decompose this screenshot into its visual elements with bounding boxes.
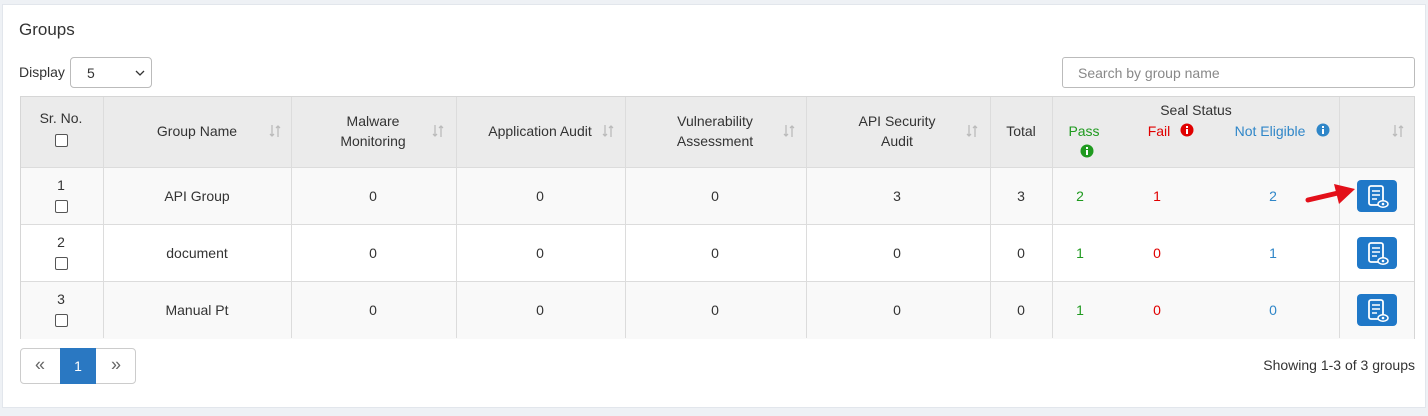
- column-header: Total: [1006, 123, 1036, 139]
- row-bg: [21, 167, 1414, 225]
- cell: API Group: [164, 188, 230, 204]
- prev-label: «: [34, 354, 46, 375]
- search-placeholder: Search by group name: [1078, 65, 1220, 81]
- column-divider: [456, 97, 457, 338]
- sort-icon: [783, 124, 795, 141]
- cell: 1: [1269, 245, 1277, 261]
- search-input[interactable]: Search by group name: [1062, 57, 1415, 88]
- column-divider: [806, 97, 807, 338]
- row-number: 3: [57, 291, 65, 307]
- sort-icon: [269, 124, 281, 141]
- not-eligible-info-icon: [1316, 123, 1330, 140]
- title: Groups: [19, 20, 75, 39]
- row-number: 2: [57, 234, 65, 250]
- cell: 3: [1017, 188, 1025, 204]
- next-button[interactable]: »: [96, 349, 135, 383]
- cell: 0: [536, 188, 544, 204]
- cell: Manual Pt: [165, 302, 229, 318]
- seal-status-title: Seal Status: [1160, 102, 1232, 118]
- sort-icon: [602, 124, 614, 141]
- sort-icon: [432, 124, 444, 141]
- column-header: Sr. No.: [39, 110, 83, 126]
- row-bg: [21, 224, 1414, 282]
- checkbox[interactable]: [55, 257, 68, 270]
- column-divider: [1052, 97, 1053, 338]
- column-header: Group Name: [156, 123, 238, 139]
- fail-label: Fail: [1147, 123, 1171, 139]
- cell: 0: [369, 302, 377, 318]
- cell: 0: [1017, 245, 1025, 261]
- chevron: [135, 70, 145, 76]
- pass-info-icon: [1080, 144, 1094, 161]
- next-label: »: [110, 354, 122, 375]
- cell: 0: [369, 188, 377, 204]
- summary: Showing 1-3 of 3 groups: [1263, 357, 1415, 373]
- cell: 0: [1153, 245, 1161, 261]
- column-divider: [1339, 97, 1340, 338]
- column-header: API Security Audit: [858, 113, 936, 149]
- checkbox[interactable]: [55, 200, 68, 213]
- sort-icon: [1392, 124, 1404, 141]
- cell: document: [166, 245, 228, 261]
- pass-label: Pass: [1068, 123, 1100, 139]
- column-divider: [103, 97, 104, 338]
- cell: 3: [893, 188, 901, 204]
- column-header: Malware Monitoring: [340, 113, 406, 149]
- cell: 0: [1269, 302, 1277, 318]
- cell: 0: [893, 302, 901, 318]
- cell: 1: [1076, 245, 1084, 261]
- page-label: 1: [74, 358, 82, 374]
- cell: 2: [1076, 188, 1084, 204]
- column-header: Application Audit: [488, 123, 592, 139]
- cell: 1: [1076, 302, 1084, 318]
- view-button[interactable]: [1357, 237, 1397, 269]
- cell: 0: [1153, 302, 1161, 318]
- view-button[interactable]: [1357, 180, 1397, 212]
- pagination: « 1 »: [20, 348, 136, 384]
- cell: 0: [1017, 302, 1025, 318]
- fail-info-icon: [1180, 123, 1194, 140]
- column-divider: [291, 97, 292, 338]
- view-button[interactable]: [1357, 294, 1397, 326]
- display-label: Display: [19, 64, 65, 80]
- cell: 0: [536, 302, 544, 318]
- cell: 0: [711, 302, 719, 318]
- cell: 0: [893, 245, 901, 261]
- prev-button[interactable]: «: [21, 349, 60, 383]
- row-number: 1: [57, 177, 65, 193]
- cell: 1: [1153, 188, 1161, 204]
- display-value: 5: [87, 65, 95, 81]
- cell: 0: [369, 245, 377, 261]
- cell: 2: [1269, 188, 1277, 204]
- cell: 0: [536, 245, 544, 261]
- not-eligible-label: Not Eligible: [1234, 123, 1306, 139]
- cell: 0: [711, 245, 719, 261]
- column-header: Vulnerability Assessment: [676, 113, 754, 149]
- column-divider: [625, 97, 626, 338]
- sort-icon: [966, 124, 978, 141]
- checkbox[interactable]: [55, 314, 68, 327]
- red-arrow: [1305, 184, 1355, 204]
- row-bg: [21, 281, 1414, 339]
- column-divider: [990, 97, 991, 338]
- page-button[interactable]: 1: [60, 348, 96, 384]
- display-select[interactable]: 5: [70, 57, 152, 88]
- cell: 0: [711, 188, 719, 204]
- checkbox[interactable]: [55, 134, 68, 147]
